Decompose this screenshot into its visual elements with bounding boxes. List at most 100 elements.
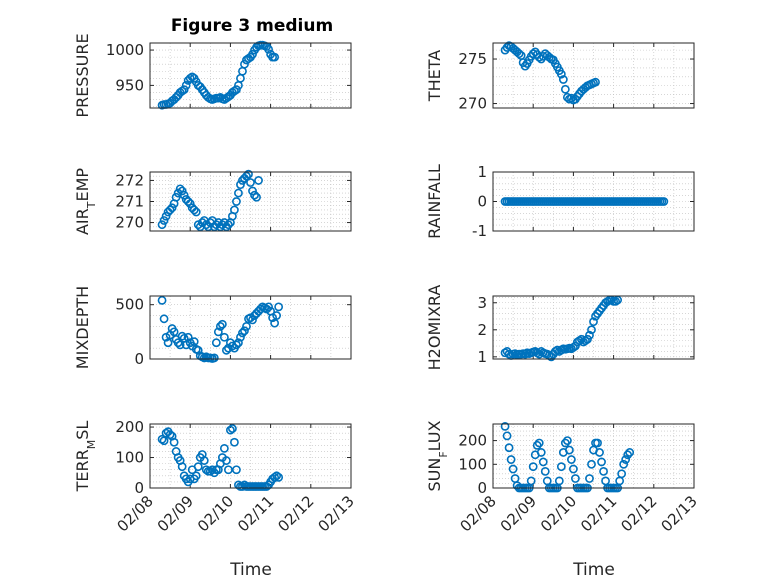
data-point: [560, 84, 570, 94]
y-axis-label: AIRTEMP: [73, 168, 98, 235]
data-point: [159, 314, 169, 324]
x-tick-label: 02/13: [315, 492, 358, 535]
data-point: [589, 317, 598, 327]
data-point: [569, 464, 578, 474]
data-point: [246, 178, 255, 187]
subplot-air-temp: 270 271 272 AIRTEMP: [73, 168, 352, 235]
y-axis-label: PRESSURE: [73, 33, 92, 117]
y-tick-label: 275: [458, 50, 487, 68]
y-tick-label: 270: [115, 214, 144, 232]
data-point: [191, 207, 201, 217]
data-point: [556, 69, 566, 79]
data-point: [213, 327, 223, 337]
data-point: [191, 471, 201, 481]
y-tick-label: 0: [134, 350, 144, 368]
data-point: [587, 459, 596, 469]
data-point: [514, 49, 524, 59]
data-point: [536, 448, 546, 457]
data-point: [272, 471, 282, 481]
data-point: [566, 455, 576, 464]
data-point: [219, 332, 229, 342]
data-point: [619, 459, 629, 469]
x-tick-label: 02/08: [457, 492, 500, 535]
data-point: [232, 465, 241, 475]
data-point: [232, 340, 241, 350]
data-point: [270, 52, 280, 62]
subplot-pressure: 950 1000 PRESSURE: [73, 33, 352, 118]
data-point: [256, 304, 265, 314]
data-point: [274, 302, 284, 312]
data-point: [177, 331, 187, 341]
data-point: [659, 197, 669, 206]
data-point: [228, 424, 237, 433]
data-point: [215, 322, 225, 331]
data-point: [558, 75, 568, 84]
data-point: [219, 443, 229, 453]
data-point: [508, 464, 518, 474]
data-point: [585, 474, 594, 483]
data-point: [173, 338, 183, 348]
data-point: [175, 340, 185, 350]
data-point: [211, 338, 221, 348]
x-tick-label: 02/10: [537, 492, 580, 535]
data-point: [554, 476, 564, 486]
y-tick-label: 272: [115, 171, 144, 189]
data-point: [248, 315, 257, 325]
x-axis-label-right: Time: [572, 560, 615, 580]
data-point: [232, 85, 241, 95]
data-point: [171, 192, 181, 202]
data-point: [193, 345, 203, 355]
data-point: [230, 437, 239, 447]
data-point: [587, 325, 596, 335]
data-point: [242, 322, 251, 331]
y-tick-label: 100: [115, 449, 144, 467]
data-point: [240, 59, 249, 69]
data-point: [623, 450, 633, 460]
data-point: [238, 482, 247, 491]
figure-title: Figure 3 medium: [171, 16, 333, 36]
data-point: [169, 327, 179, 337]
data-point: [157, 434, 167, 444]
data-point: [504, 443, 514, 453]
data-point: [232, 197, 241, 206]
data-point: [230, 205, 239, 215]
data-point: [163, 338, 173, 348]
y-tick-label: 200: [115, 418, 144, 436]
x-tick-label: 02/12: [617, 492, 660, 535]
axes-frame: [492, 423, 695, 489]
data-point: [177, 462, 187, 472]
data-point: [502, 43, 512, 52]
data-point: [532, 440, 542, 450]
data-point: [234, 338, 243, 348]
y-tick-label: 500: [115, 296, 144, 314]
data-point: [179, 190, 189, 200]
data-point: [199, 456, 209, 465]
axes-frame: [492, 171, 695, 232]
data-point: [585, 330, 594, 340]
data-point: [540, 467, 550, 476]
y-tick-label: 1: [477, 163, 487, 181]
data-point: [217, 319, 227, 329]
y-axis-label: RAINFALL: [425, 164, 444, 239]
data-point: [571, 474, 580, 483]
data-point: [236, 180, 245, 190]
data-point: [223, 220, 233, 230]
subplot-rainfall: -1 0 1 RAINFALL: [425, 163, 695, 240]
data-point: [560, 438, 570, 448]
data-point: [248, 186, 257, 196]
y-tick-label: 1: [477, 348, 487, 366]
data-point: [617, 469, 627, 479]
data-point: [167, 203, 177, 213]
data-point: [528, 462, 538, 472]
y-tick-label: 2: [477, 321, 487, 339]
data-point: [526, 476, 536, 486]
y-tick-label: 270: [458, 95, 487, 113]
data-point: [234, 480, 243, 490]
data-point: [165, 205, 175, 215]
y-tick-label: 0: [477, 479, 487, 497]
x-tick-label: 02/12: [274, 492, 317, 535]
y-tick-label: -1: [472, 222, 487, 240]
data-point: [240, 326, 249, 336]
